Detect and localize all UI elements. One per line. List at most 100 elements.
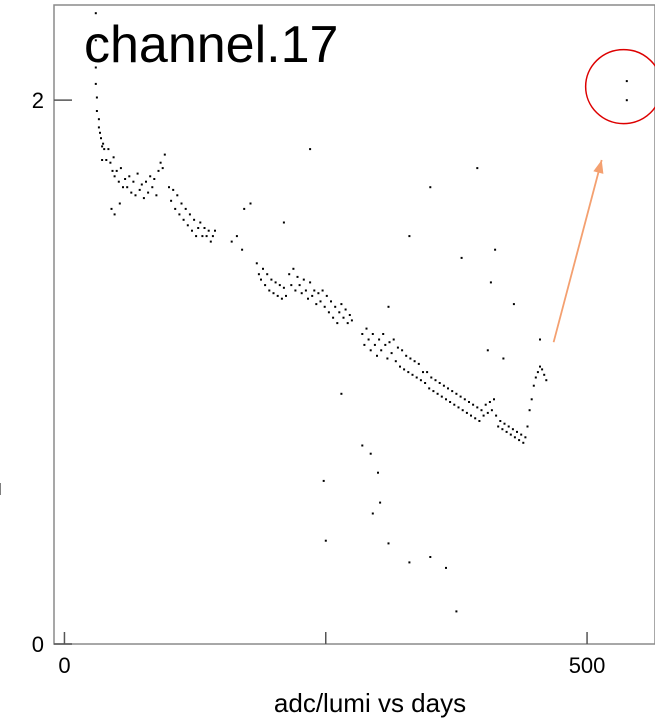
data-point [184, 207, 187, 210]
data-point [174, 207, 177, 210]
data-point [426, 371, 429, 374]
data-point [461, 409, 464, 412]
data-point [111, 169, 114, 172]
data-point [170, 199, 173, 202]
data-point [122, 186, 124, 189]
data-point [272, 292, 275, 295]
data-point [380, 349, 383, 352]
data-point [513, 436, 516, 439]
data-point [457, 406, 460, 409]
data-point [203, 227, 206, 229]
data-point [153, 178, 156, 180]
data-point [543, 373, 546, 376]
data-point [304, 289, 307, 292]
data-point [311, 294, 314, 297]
data-point [411, 373, 414, 376]
data-point [429, 186, 432, 189]
data-point [300, 292, 303, 295]
data-point [94, 66, 97, 69]
data-point [536, 371, 539, 374]
data-point [186, 224, 189, 227]
data-point [94, 82, 97, 85]
data-point [95, 110, 98, 112]
plot-frame [53, 4, 655, 645]
data-point [282, 286, 285, 289]
data-point [321, 289, 324, 292]
data-point [97, 126, 100, 129]
data-point [493, 398, 495, 401]
data-point [478, 420, 481, 422]
data-point [193, 218, 196, 221]
data-point [409, 357, 412, 360]
data-point [280, 297, 283, 300]
data-point [132, 180, 135, 183]
data-point [379, 501, 382, 504]
data-point [470, 414, 472, 417]
data-point [459, 395, 462, 398]
data-point [201, 235, 204, 238]
data-point [528, 409, 531, 412]
data-point [460, 256, 463, 259]
data-point [149, 175, 152, 178]
data-point [274, 281, 277, 284]
data-point [241, 248, 244, 251]
data-point [488, 401, 491, 403]
data-point [384, 343, 387, 346]
data-point [392, 338, 395, 341]
data-point [465, 411, 468, 414]
data-point [147, 191, 150, 194]
data-point [109, 161, 112, 164]
data-point [399, 365, 401, 368]
data-point [507, 425, 510, 428]
data-point [340, 392, 343, 395]
data-point [453, 403, 456, 406]
data-point [172, 188, 175, 191]
data-point [178, 213, 181, 216]
data-point [369, 452, 372, 455]
data-point [387, 542, 390, 545]
x-tick-label-0: 0 [58, 653, 70, 678]
data-point [105, 159, 108, 161]
data-point [157, 169, 160, 172]
data-point [486, 349, 489, 352]
data-point [373, 343, 376, 346]
data-point [434, 379, 437, 382]
data-point [325, 294, 328, 297]
chart-title: channel.17 [84, 16, 338, 74]
data-point [249, 202, 252, 205]
data-point [102, 142, 105, 145]
data-point [532, 384, 535, 387]
data-point [509, 433, 512, 436]
data-point [136, 172, 139, 175]
data-point [482, 414, 485, 417]
data-point [445, 566, 447, 569]
data-point [288, 273, 291, 276]
data-point [155, 194, 158, 197]
data-point [322, 479, 325, 482]
data-point [494, 248, 497, 251]
data-point [539, 338, 541, 341]
data-point [309, 281, 312, 284]
data-point [522, 441, 525, 444]
data-point [342, 316, 345, 319]
data-point [363, 343, 366, 346]
data-point [524, 436, 527, 439]
arrow-head-icon [593, 159, 604, 174]
data-point [484, 403, 487, 406]
data-point [415, 376, 418, 379]
data-point [302, 278, 305, 281]
data-point [408, 561, 411, 564]
data-point [476, 167, 479, 170]
data-point [376, 354, 378, 357]
data-point [94, 12, 97, 15]
data-point [296, 275, 299, 278]
data-point [534, 376, 537, 379]
data-point [417, 362, 420, 365]
data-point [197, 227, 200, 229]
data-point [276, 294, 279, 297]
data-point [290, 284, 293, 287]
data-point [115, 169, 118, 172]
data-point [207, 229, 210, 232]
data-point [455, 610, 458, 613]
